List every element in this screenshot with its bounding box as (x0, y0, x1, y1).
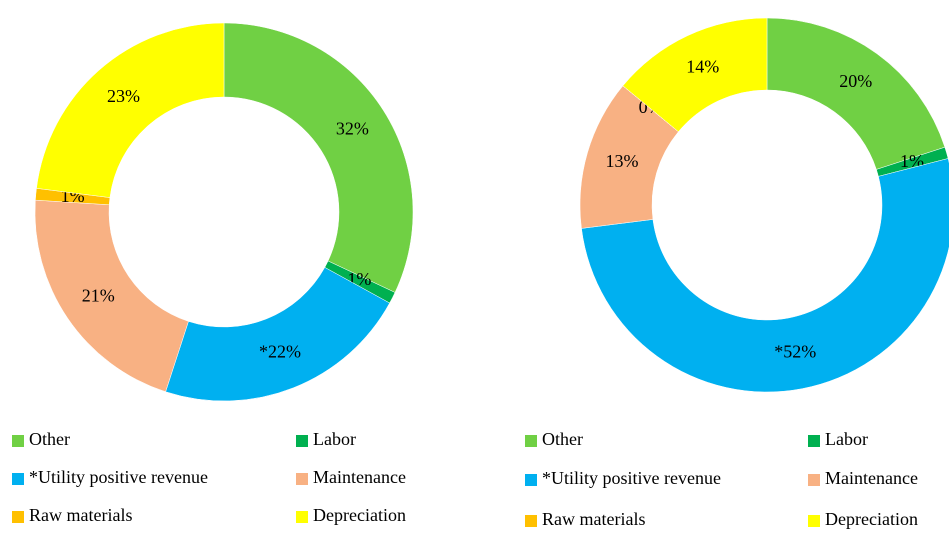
donut-slice (223, 22, 414, 293)
data-label: 23% (107, 86, 140, 106)
legend-swatch (296, 473, 308, 485)
legend-label: Other (29, 429, 70, 449)
data-label: 32% (336, 119, 369, 139)
data-label: 13% (605, 151, 638, 171)
donut-slice (766, 17, 946, 170)
legend-label: Labor (313, 429, 356, 449)
legend-swatch (808, 474, 820, 486)
data-label: 21% (82, 286, 115, 306)
legend-label: Depreciation (313, 505, 406, 525)
legend-label: Maintenance (825, 468, 918, 488)
legend-label: *Utility positive revenue (29, 467, 208, 487)
legend-swatch (525, 515, 537, 527)
data-label: *22% (259, 341, 301, 361)
legend-swatch (296, 435, 308, 447)
data-label: 20% (839, 71, 872, 91)
legend-swatch (808, 515, 820, 527)
legend-swatch (296, 511, 308, 523)
data-label: *52% (774, 341, 816, 361)
data-label: 14% (686, 56, 719, 76)
donut-slice (36, 22, 225, 198)
legend-label: Raw materials (542, 509, 645, 529)
legend-label: Labor (825, 429, 868, 449)
legend-swatch (12, 435, 24, 447)
legend-label: Other (542, 429, 583, 449)
legend-swatch (12, 511, 24, 523)
legend-label: *Utility positive revenue (542, 468, 721, 488)
legend-label: Maintenance (313, 467, 406, 487)
legend-label: Depreciation (825, 509, 918, 529)
legend-swatch (808, 435, 820, 447)
donut-slice (34, 199, 189, 393)
legend-label: Raw materials (29, 505, 132, 525)
legend-swatch (525, 435, 537, 447)
donut-slice (581, 158, 949, 393)
donut-slice (165, 267, 390, 402)
donut-slice (622, 17, 768, 133)
legend-swatch (12, 473, 24, 485)
legend-swatch (525, 474, 537, 486)
